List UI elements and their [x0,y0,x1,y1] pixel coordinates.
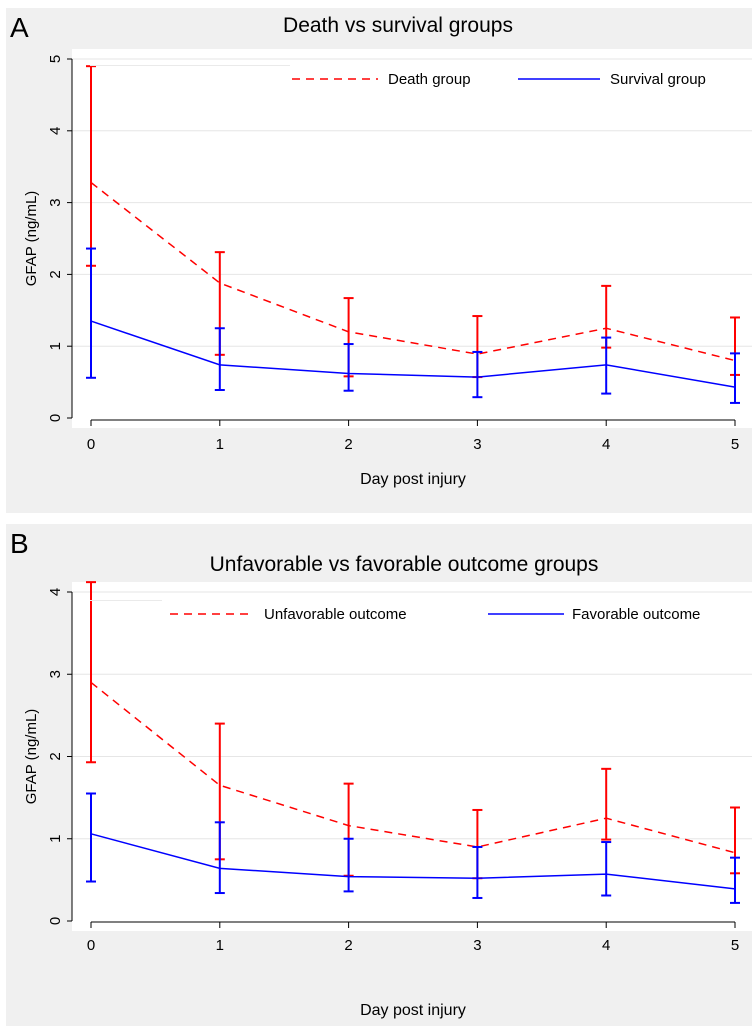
y-tick-label: 0 [47,917,64,925]
legend-label: Unfavorable outcome [264,606,407,623]
chart-b: Unfavorable vs favorable outcome groups 0… [23,553,752,1019]
legend-label: Favorable outcome [572,606,700,623]
x-tick-label: 1 [216,436,224,453]
x-tick-label: 5 [731,937,739,954]
y-axis-label: GFAP (ng/mL) [23,191,40,287]
y-tick-label: 0 [47,414,64,422]
x-tick-label: 3 [473,937,481,954]
panel-letter: B [10,528,29,559]
y-tick-label: 4 [47,127,64,135]
x-tick-label: 1 [216,937,224,954]
y-axis-label: GFAP (ng/mL) [23,709,40,805]
y-tick-label: 3 [47,198,64,206]
y-tick-label: 5 [47,55,64,63]
y-tick-label: 4 [47,588,64,596]
series-line-blue [90,320,736,388]
x-tick-label: 5 [731,436,739,453]
x-tick-label: 0 [87,436,95,453]
y-tick-label: 2 [47,270,64,278]
x-tick-label: 2 [344,436,352,453]
plot-area [72,49,752,428]
legend-label: Survival group [610,71,706,88]
x-tick-label: 2 [344,937,352,954]
series-line-blue [90,833,736,890]
x-tick-label: 4 [602,937,610,954]
legend-label: Death group [388,71,471,88]
legend-rule [90,600,162,601]
series-line-red [90,681,736,854]
chart-title: Death vs survival groups [283,14,513,37]
legend-rule [90,65,290,66]
y-tick-label: 2 [47,752,64,760]
x-tick-label: 4 [602,436,610,453]
chart-a: Death vs survival groups 0 1 2 3 4 5 0 1 2 3 4 5 Day … [23,14,752,488]
panel-letter: A [10,12,29,43]
y-tick-label: 3 [47,670,64,678]
y-tick-label: 1 [47,342,64,350]
x-axis-label: Day post injury [360,1002,466,1019]
panel-a: A Death vs survival groups 0 1 2 3 4 5 0 1 2 3 4 5 Da… [6,8,752,513]
series-line-red [90,181,736,362]
panel-b: B Unfavorable vs favorable outcome group… [6,524,752,1026]
x-tick-label: 3 [473,436,481,453]
y-tick-label: 1 [47,835,64,843]
x-tick-label: 0 [87,937,95,954]
chart-title: Unfavorable vs favorable outcome groups [210,553,599,576]
x-axis-label: Day post injury [360,471,466,488]
